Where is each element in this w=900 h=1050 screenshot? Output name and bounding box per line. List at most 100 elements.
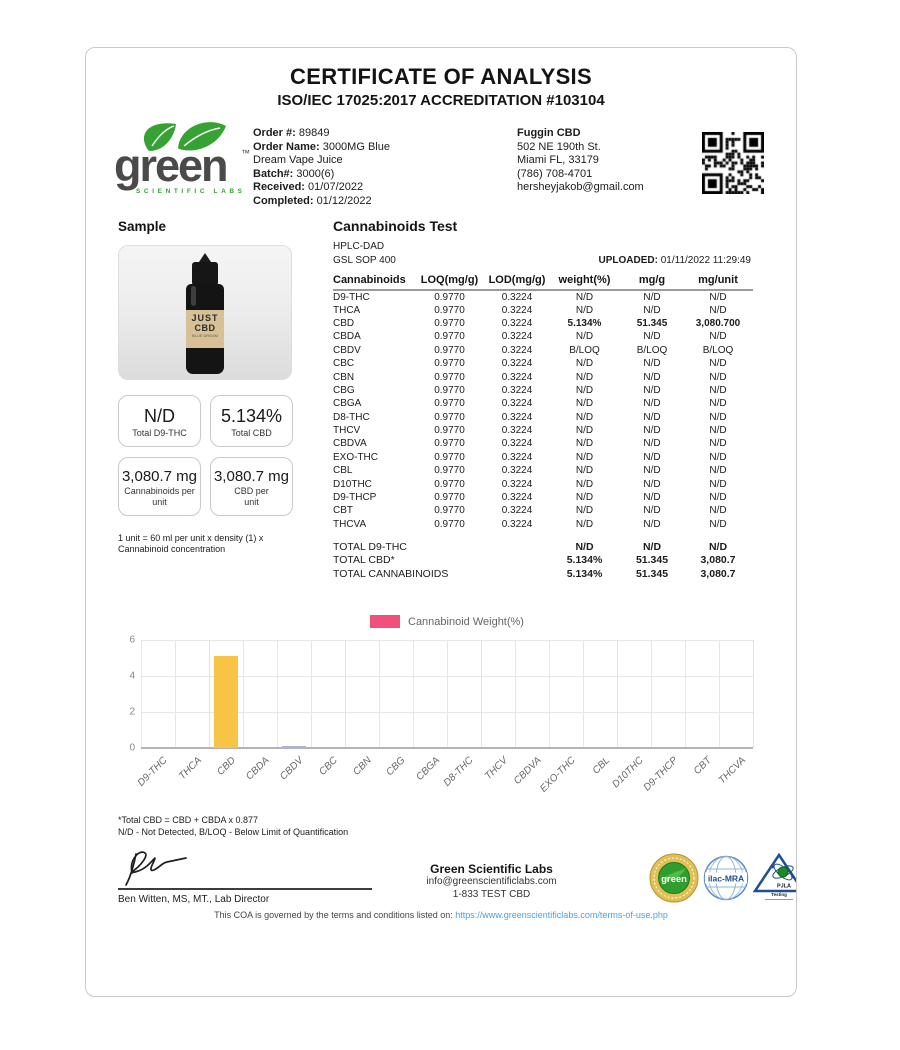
pjla-icon: PJLA Testing [753,853,796,900]
table-cell: 0.3224 [501,317,533,329]
table-row: CBDA 0.9770 0.3224 N/D N/D N/D [333,330,753,343]
table-cell: N/D [575,540,594,553]
table-cell: N/D [575,384,594,396]
table-cell: TOTAL D9-THC [333,540,407,553]
accreditation-subtitle: ISO/IEC 17025:2017 ACCREDITATION #103104 [277,92,605,109]
table-row: CBT 0.9770 0.3224 N/D N/D N/D [333,504,753,517]
gridline-v [311,640,312,748]
gridline-v [345,640,346,748]
pjla-label: PJLA [777,884,791,890]
gridline-v [175,640,176,748]
bottle-label-brand-bottom: CBD [194,323,216,333]
cannabinoid-weight-chart: 6 4 2 0 D9-THC THCA CBD CBDA CBDV CBC CBN CBG CBGA D8… [129,635,754,795]
table-cell: 51.345 [635,567,669,580]
table-cell: N/D [575,291,594,303]
x-axis-tick-label: CBN [351,755,374,778]
table-cell: N/D [643,478,661,490]
y-axis-tick-label: 4 [129,670,135,682]
table-cell: D8-THC [333,411,370,423]
table-cell: D10THC [333,478,372,490]
legend-label: Cannabinoid Weight(%) [408,615,524,628]
table-cell: CBGA [333,398,362,410]
table-cell: CBDV [333,344,361,356]
bottle-glare [191,286,196,306]
customer-info: Fuggin CBD 502 NE 190th St. Miami FL, 33… [517,127,692,195]
table-cell: 0.3224 [501,518,533,530]
table-row: CBD 0.9770 0.3224 5.134% 51.345 3,080.700 [333,317,753,330]
gridline-v [413,640,414,748]
gridline-v [141,640,142,748]
table-cell: 0.9770 [434,451,465,463]
table-cell: 0.3224 [501,371,533,383]
cannabinoids-table: Cannabinoids LOQ(mg/g) LOD(mg/g) weight(… [333,272,753,580]
result-box-cannabinoids-per-unit: 3,080.7 mg Cannabinoids per unit [118,457,201,516]
uploaded-label: UPLOADED: [598,255,658,266]
table-cell: 0.3224 [501,358,533,370]
result-value: 5.134% [220,406,283,426]
signatory-name: Ben Witten, MS, MT., Lab Director [118,894,270,905]
gridline-v [583,640,584,748]
table-cell: N/D [575,478,594,490]
ilac-mra-icon: ilac-MRA [703,855,749,901]
table-cell: N/D [643,492,661,504]
table-cell: 0.9770 [434,317,465,329]
x-axis-tick-label: D9-THCP [641,755,680,794]
table-cell: N/D [709,492,727,504]
qr-code-icon [702,132,764,194]
table-row: D9-THCP 0.9770 0.3224 N/D N/D N/D [333,491,753,504]
table-cell: N/D [575,438,594,450]
bar-CBDV [282,746,306,748]
gridline-v [549,640,550,748]
coa-document: CERTIFICATE OF ANALYSIS ISO/IEC 17025:20… [85,47,797,997]
page-title: CERTIFICATE OF ANALYSIS [290,64,592,89]
lab-name: Green Scientific Labs [430,862,553,876]
y-axis-tick-label: 0 [129,742,135,754]
table-cell: CBL [333,465,353,477]
table-row: D10THC 0.9770 0.3224 N/D N/D N/D [333,477,753,490]
x-axis-line [141,747,753,749]
bottle-body: JUST CBD BLUE DREAM [186,284,224,374]
table-cell: N/D [709,451,727,463]
table-cell: N/D [643,398,661,410]
gridline-v [277,640,278,748]
table-cell: 3,080.700 [695,317,741,329]
table-cell: 0.3224 [501,344,533,356]
table-cell: 51.345 [635,554,669,567]
table-cell: N/D [709,425,727,437]
table-cell: N/D [709,478,727,490]
table-cell: 0.3224 [501,331,533,343]
table-cell: 0.9770 [434,304,465,316]
table-cell: N/D [575,411,594,423]
table-cell: N/D [709,411,727,423]
table-cell: 0.9770 [434,438,465,450]
x-axis-tick-label: CBT [691,755,714,777]
logo-leaves-icon: green ™ SCIENTIFIC LABS [114,122,250,195]
table-cell: 0.9770 [434,505,465,517]
disclaimer-text: This COA is governed by the terms and co… [214,910,456,920]
terms-link[interactable]: https://www.greenscientificlabs.com/term… [455,910,668,920]
table-cell: 5.134% [566,567,603,580]
table-cell: 0.9770 [434,371,465,383]
signature-line [118,888,372,890]
received-date: Received: 01/07/2022 [253,181,364,193]
bottle-dripper-tip [199,253,211,262]
gridline-v [447,640,448,748]
terms-disclaimer: This COA is governed by the terms and co… [86,910,796,920]
lab-contact-block: Green Scientific Labs info@greenscientif… [404,862,579,901]
customer-phone: (786) 708-4701 [517,167,593,180]
table-cell: CBT [333,505,353,517]
table-row: EXO-THC 0.9770 0.3224 N/D N/D N/D [333,451,753,464]
table-cell: N/D [709,331,727,343]
table-cell: 5.134% [566,554,603,567]
gridline-v [243,640,244,748]
table-cell: N/D [575,492,594,504]
table-total-row: TOTAL D9-THC N/D N/D N/D [333,540,753,553]
customer-email: hersheyjakob@gmail.com [517,181,644,193]
table-cell: N/D [709,291,727,303]
sample-product-photo: JUST CBD BLUE DREAM [118,245,292,380]
table-cell: N/D [709,304,727,316]
table-cell: N/D [643,371,661,383]
table-cell: N/D [709,384,727,396]
table-cell: 0.3224 [501,384,533,396]
x-axis-tick-label: CBDV [278,755,306,783]
